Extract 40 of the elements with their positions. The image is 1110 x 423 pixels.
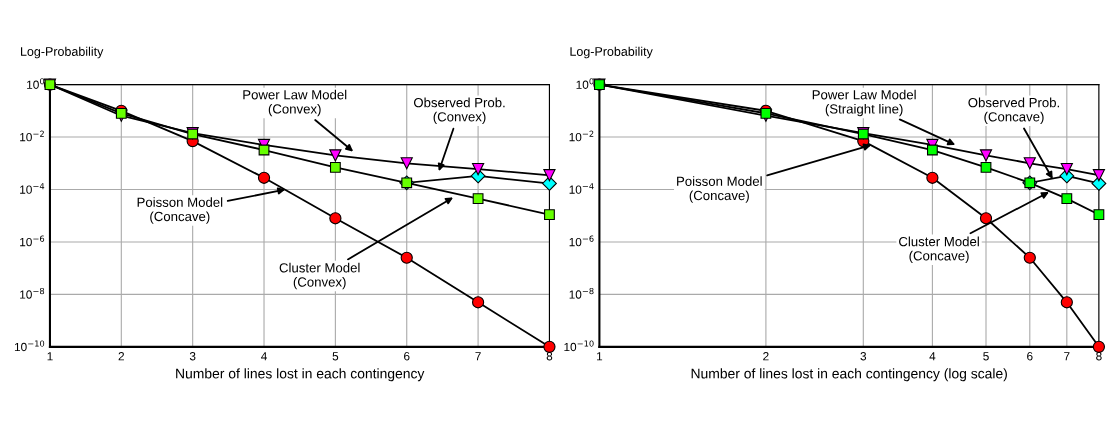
- x-tick-label: 3: [860, 352, 867, 361]
- x-tick-label: 7: [1064, 352, 1070, 361]
- y-tick-label: 10$^{−6}$: [569, 235, 594, 247]
- x-tick-label: 4: [929, 352, 936, 361]
- x-tick-label: 1: [47, 352, 53, 361]
- annotation: Observed Prob. (Convex): [413, 97, 505, 125]
- annotation: Cluster Model (Convex): [279, 262, 360, 290]
- y-tick-label: 10$^{−10}$: [14, 340, 45, 352]
- x-tick-label: 8: [1096, 352, 1102, 361]
- y-tick-label: 10$^{0}$: [576, 78, 594, 89]
- y-axis-title: Log-Probability: [21, 46, 104, 59]
- y-tick-label: 10$^{−8}$: [569, 287, 594, 299]
- y-tick-label: 10$^{−2}$: [569, 130, 594, 142]
- annotation: Power Law Model (Straight line): [812, 89, 916, 117]
- x-axis-title: Number of lines lost in each contingency: [176, 368, 425, 382]
- annotation: Poisson Model (Concave): [677, 176, 762, 203]
- y-axis-title: Log-Probability: [570, 46, 653, 59]
- y-tick-label: 10$^{−8}$: [20, 287, 45, 299]
- y-tick-label: 10$^{−6}$: [20, 235, 45, 247]
- annotation: Power Law Model (Convex): [243, 89, 347, 117]
- x-tick-label: 8: [546, 352, 553, 361]
- x-tick-label: 6: [1027, 352, 1033, 361]
- y-tick-label: 10$^{−10}$: [564, 340, 594, 352]
- x-tick-label: 7: [475, 352, 481, 361]
- y-tick-label: 10$^{−2}$: [20, 130, 44, 142]
- x-tick-label: 2: [763, 352, 769, 361]
- y-tick-label: 10$^{−4}$: [20, 183, 45, 194]
- y-tick-label: 10$^{0}$: [27, 78, 45, 89]
- x-tick-label: 6: [404, 352, 410, 361]
- x-axis-title: Number of lines lost in each contingency (log scale): [691, 368, 1007, 382]
- y-tick-label: 10$^{−4}$: [569, 183, 594, 194]
- annotation: Poisson Model (Concave): [137, 197, 223, 224]
- x-tick-label: 5: [332, 352, 339, 361]
- annotation: Observed Prob. (Concave): [968, 97, 1059, 125]
- x-tick-label: 4: [261, 352, 267, 361]
- annotation: Cluster Model (Concave): [899, 236, 979, 264]
- x-tick-label: 3: [189, 352, 196, 361]
- x-tick-label: 2: [118, 352, 124, 361]
- x-tick-label: 5: [983, 352, 989, 361]
- x-tick-label: 1: [597, 352, 603, 361]
